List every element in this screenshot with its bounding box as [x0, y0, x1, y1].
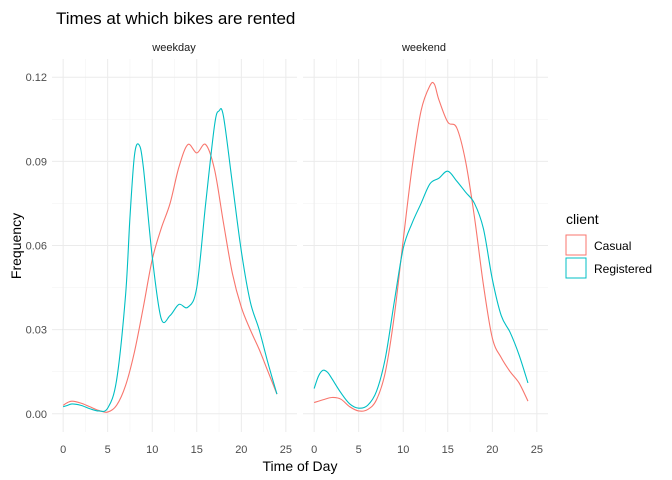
- series-line-registered-weekday: [62, 108, 278, 413]
- chart-title: Times at which bikes are rented: [56, 9, 295, 28]
- y-tick-label: 0.09: [26, 156, 47, 168]
- legend-title: client: [566, 211, 599, 227]
- x-axis-title: Time of Day: [263, 458, 338, 474]
- x-tick-label: 15: [442, 444, 454, 456]
- x-tick-label: 10: [146, 444, 158, 456]
- x-tick-label: 0: [311, 444, 317, 456]
- y-tick-label: 0.06: [26, 241, 47, 253]
- y-tick-label: 0.12: [26, 72, 47, 84]
- x-tick-label: 5: [105, 444, 111, 456]
- x-tick-label: 5: [356, 444, 362, 456]
- x-tick-label: 25: [280, 444, 292, 456]
- strip-label-weekday: weekday: [151, 42, 196, 54]
- x-tick-label: 10: [397, 444, 409, 456]
- strip-label-weekend: weekend: [401, 42, 446, 54]
- y-tick-label: 0.00: [26, 409, 47, 421]
- series-line-casual-weekday: [62, 143, 278, 413]
- series-line-registered-weekend: [313, 170, 529, 409]
- legend-key-registered: [565, 257, 587, 279]
- x-tick-label: 15: [191, 444, 203, 456]
- x-tick-label: 20: [235, 444, 247, 456]
- y-tick-label: 0.03: [26, 325, 47, 337]
- x-tick-label: 20: [486, 444, 498, 456]
- x-tick-label: 0: [60, 444, 66, 456]
- legend: client Casual Registered: [565, 211, 652, 279]
- panel-weekend: [303, 59, 548, 432]
- legend-key-casual: [565, 234, 587, 256]
- x-axis-ticks: 0 5 10 15 20 25 0 5 10 15 20 25: [60, 444, 543, 456]
- series-line-casual-weekend: [313, 81, 529, 412]
- y-axis-title: Frequency: [8, 213, 24, 279]
- panel-weekday: [52, 59, 297, 432]
- legend-label-registered: Registered: [594, 262, 652, 276]
- legend-label-casual: Casual: [594, 239, 631, 253]
- y-axis-ticks: 0.00 0.03 0.06 0.09 0.12: [26, 72, 47, 421]
- x-tick-label: 25: [531, 444, 543, 456]
